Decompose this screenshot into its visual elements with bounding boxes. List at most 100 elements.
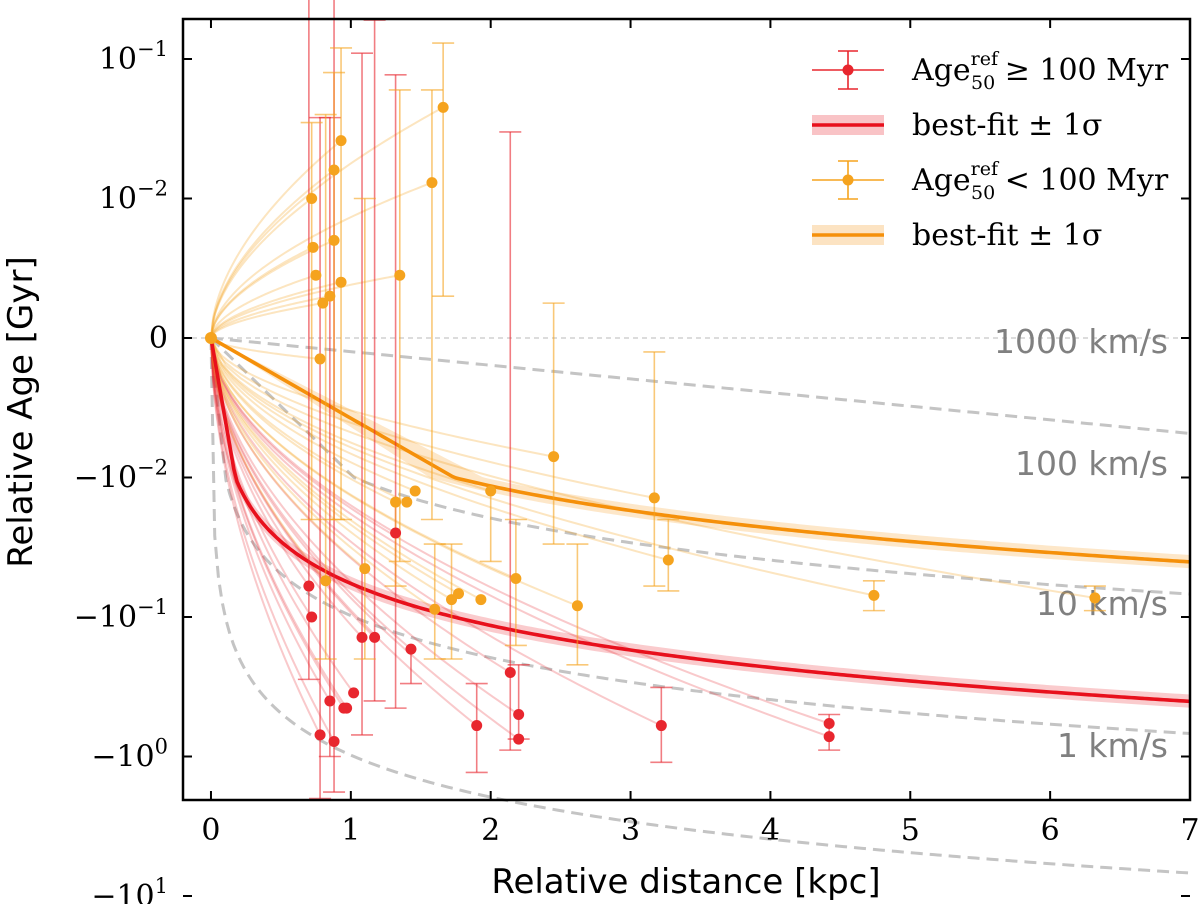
reference-line-10kms: [209, 337, 1191, 736]
x-tick-label-2: 2: [481, 813, 500, 848]
legend-label-3: best-fit ± 1σ: [912, 218, 1102, 253]
data-point-young-25: [571, 600, 583, 612]
track-young-0: [209, 197, 313, 339]
x-tick-label-1: 1: [341, 813, 360, 848]
data-point-old-11: [405, 643, 417, 655]
data-point-old-15: [513, 733, 525, 745]
track-young-1: [209, 246, 314, 339]
legend-marker-0: [842, 64, 854, 76]
y-tick-label-4: −10−2: [74, 456, 168, 496]
x-tick-label-7: 7: [1180, 813, 1199, 848]
x-tick-label-6: 6: [1041, 813, 1060, 848]
data-point-young-20: [453, 588, 465, 600]
data-point-young-13: [394, 269, 406, 281]
data-point-old-2: [314, 729, 326, 741]
data-point-young-14: [401, 496, 413, 508]
x-tick-label-5: 5: [901, 813, 920, 848]
track-young-18: [209, 106, 444, 339]
y-tick-label-1: 10−1: [99, 37, 168, 77]
track-old-16: [209, 337, 662, 727]
reference-lines-layer: 1000 km/s 100 km/s 10 km/s 1 km/s: [183, 322, 1191, 875]
legend-label-2: Ageref 50 < 100 Myr: [911, 158, 1169, 204]
y-tick-label-2: 10−2: [99, 177, 168, 217]
axes-layer: 0123456710010−110−20−10−2−10−1−100−101: [74, 17, 1200, 904]
data-point-young-26: [648, 492, 660, 504]
legend-marker-2: [842, 174, 854, 186]
track-young-22: [210, 337, 491, 492]
data-point-young-21: [475, 594, 487, 606]
track-young-21: [209, 337, 482, 601]
track-young-29: [210, 337, 1096, 599]
data-point-young-2: [310, 269, 322, 281]
data-point-young-4: [317, 297, 329, 309]
track-young-7: [209, 169, 335, 339]
data-point-young-17: [429, 603, 441, 615]
track-young-27: [210, 337, 669, 561]
data-point-young-29: [1089, 592, 1101, 604]
reference-line-100kms: [209, 336, 1191, 596]
data-point-young-24: [548, 451, 560, 463]
data-point-young-12: [390, 496, 402, 508]
x-tick-label-3: 3: [621, 813, 640, 848]
track-old-2: [209, 337, 321, 736]
reference-line-1kms: [209, 337, 1191, 875]
best-fit-band-1: [210, 338, 1191, 569]
data-point-young-18: [437, 101, 449, 113]
track-young-13: [210, 274, 400, 339]
y-tick-label-3: 0: [149, 321, 168, 356]
data-point-young-6: [324, 290, 336, 302]
data-point-young-23: [510, 573, 522, 585]
data-point-young-1: [307, 241, 319, 253]
data-point-old-18: [823, 717, 835, 729]
data-point-old-1: [306, 611, 318, 623]
track-young-11: [209, 337, 366, 570]
y-tick-label-7: −101: [91, 874, 168, 904]
data-point-old-17: [823, 731, 835, 743]
track-old-3: [209, 337, 331, 702]
data-point-old-7: [348, 687, 360, 699]
data-point-old-3: [324, 695, 336, 707]
reference-label-100kms: 100 km/s: [1015, 444, 1168, 483]
reference-label-1kms: 1 km/s: [1057, 726, 1168, 765]
data-point-old-13: [504, 667, 516, 679]
track-old-6: [209, 337, 348, 709]
data-point-young-22: [485, 485, 497, 497]
data-point-young-15: [409, 485, 421, 497]
data-point-young-8: [328, 234, 340, 246]
data-point-old-16: [655, 720, 667, 732]
plot-frame: [181, 17, 1192, 802]
track-old-8: [209, 337, 363, 639]
data-point-young-10: [335, 276, 347, 288]
data-point-young-7: [328, 164, 340, 176]
y-tick-label-5: −10−1: [74, 595, 168, 635]
track-young-15: [209, 337, 416, 492]
track-young-3: [210, 337, 321, 360]
data-point-old-9: [369, 631, 381, 643]
data-point-young-11: [359, 563, 371, 575]
y-tick-label-6: −100: [91, 735, 168, 775]
origin-point: [204, 332, 217, 344]
data-point-young-28: [868, 589, 880, 601]
track-young-4: [210, 302, 324, 339]
reference-label-1000kms: 1000 km/s: [994, 322, 1168, 361]
x-axis-title: Relative distance [kpc]: [491, 862, 880, 902]
track-old-9: [209, 337, 376, 639]
track-old-18: [210, 337, 830, 725]
legend-label-1: best-fit ± 1σ: [912, 108, 1102, 143]
best-fit-band-0: [210, 338, 1191, 708]
track-young-2: [210, 274, 317, 339]
track-young-17: [209, 337, 436, 611]
track-old-12: [209, 337, 478, 727]
data-point-old-4: [328, 735, 340, 747]
track-young-24: [210, 337, 554, 458]
track-young-5: [209, 337, 327, 582]
data-point-old-12: [471, 720, 483, 732]
x-tick-label-4: 4: [761, 813, 780, 848]
data-point-old-6: [341, 702, 353, 714]
track-young-6: [210, 295, 331, 339]
legend-label-0: Ageref 50 ≥ 100 Myr: [911, 48, 1169, 94]
legend: Ageref 50 ≥ 100 Myr best-fit ± 1σ Ageref 50 …: [812, 48, 1169, 253]
reference-label-10kms: 10 km/s: [1036, 584, 1168, 623]
track-young-28: [210, 337, 875, 597]
